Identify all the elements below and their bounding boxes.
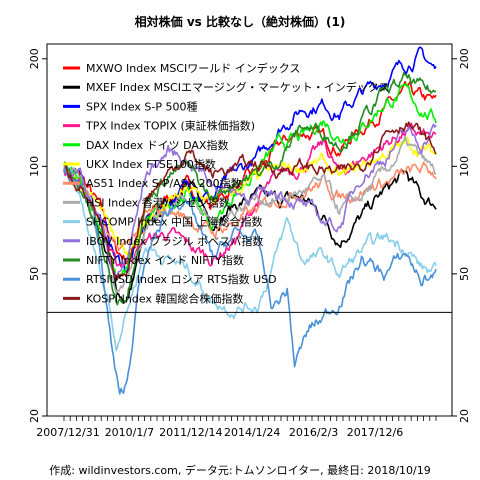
legend-label: SPX Index S-P 500種 — [86, 99, 198, 113]
legend-label: NIFTY Index インド NIFTY指数 — [86, 253, 244, 267]
series-line-5 — [63, 82, 437, 280]
legend-label: IBOV Index ブラジル ボベスパ指数 — [86, 234, 263, 248]
y-tick-label-right: 100 — [458, 156, 471, 177]
y-tick-label-left: 200 — [28, 48, 41, 69]
plot-frame — [46, 43, 453, 417]
series-line-11 — [63, 72, 437, 306]
x-tick-label: 2011/12/14 — [159, 426, 222, 439]
y-tick-label-left: 20 — [28, 409, 41, 423]
y-tick-label-left: 50 — [28, 267, 41, 281]
y-tick-label-right: 20 — [458, 409, 471, 423]
legend-label: DAX Index ドイツ DAX指数 — [86, 138, 228, 152]
series-line-4 — [63, 122, 437, 268]
x-axis: 2007/12/31 2010/1/7 2011/12/14 2014/1/24 201… — [36, 416, 437, 439]
series-line-10 — [63, 123, 437, 278]
legend-label: UKX Index FTSE100指数 — [86, 157, 216, 171]
series-line-6 — [63, 136, 437, 256]
series-line-13 — [63, 121, 437, 281]
legend-label: RTSIUSD Index ロシア RTS指数 USD — [86, 272, 277, 286]
x-tick-label: 2014/1/24 — [224, 426, 280, 439]
y-tick-label-right: 200 — [458, 48, 471, 69]
x-tick-label: 2017/12/6 — [347, 426, 403, 439]
y-axis-right: 20 50 100 200 — [452, 48, 471, 423]
y-tick-label-left: 100 — [28, 156, 41, 177]
x-tick-label: 2010/1/7 — [105, 426, 154, 439]
series-line-12 — [63, 167, 437, 395]
legend-label: KOSPI Index 韓国総合株価指数 — [86, 291, 243, 305]
legend-label: SHCOMP Index 中国 上海総合指数 — [86, 215, 263, 229]
legend-label: MXWO Index MSCIワールド インデックス — [86, 61, 300, 75]
legend-label: TPX Index TOPIX (東証株価指数) — [85, 119, 255, 133]
chart-title: 相対株価 vs 比較なし（絶対株価）(1) — [135, 14, 346, 29]
x-tick-label: 2016/2/3 — [289, 426, 338, 439]
y-tick-label-right: 50 — [458, 267, 471, 281]
legend-label: AS51 Index S-P/ASX 200指数 — [86, 176, 242, 190]
y-axis-left: 20 50 100 200 — [28, 48, 47, 423]
chart-caption: 作成: wildinvestors.com, データ元:トムソンロイター, 最終… — [49, 463, 430, 477]
x-tick-label: 2007/12/31 — [36, 426, 99, 439]
legend: MXWO Index MSCIワールド インデックス MXEF Index MSC… — [63, 61, 389, 305]
series-line-7 — [63, 161, 437, 252]
legend-label: HSI Index 香港ハンセン指数 — [86, 195, 230, 209]
legend-label: MXEF Index MSCIエマージング・マーケット・インデックス — [86, 80, 389, 94]
